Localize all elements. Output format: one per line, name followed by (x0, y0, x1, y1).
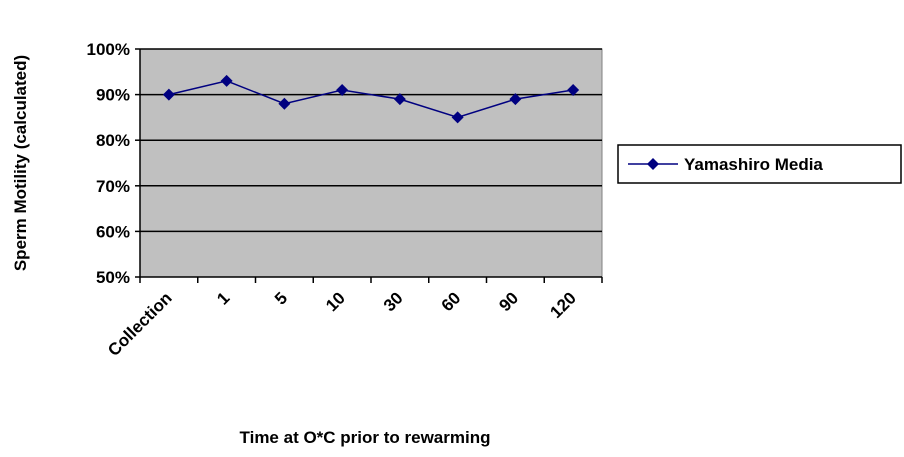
y-axis-title: Sperm Motility (calculated) (11, 55, 30, 271)
x-tick-label-5: 60 (438, 288, 465, 315)
data-point-0-0 (162, 88, 175, 101)
y-tick-label-100: 100% (87, 40, 130, 59)
y-tick-label-90: 90% (96, 86, 130, 105)
legend-label-yamashiro-media: Yamashiro Media (684, 155, 823, 174)
legend-diamond-marker-icon (647, 158, 659, 170)
data-point-0-1 (220, 74, 233, 87)
y-tick-label-50: 50% (96, 268, 130, 287)
y-tick-labels: 50% 60% 70% 80% 90% 100% (87, 40, 130, 287)
axes (135, 48, 603, 283)
data-point-0-4 (393, 93, 406, 106)
series-line-0 (168, 80, 574, 119)
x-tick-label-7: 120 (546, 288, 579, 321)
x-axis-title: Time at O*C prior to rewarming (240, 428, 491, 447)
data-point-0-2 (278, 97, 291, 110)
plot-area (139, 48, 603, 278)
data-point-0-5 (451, 111, 464, 124)
data-point-0-6 (509, 93, 522, 106)
x-tick-label-3: 10 (322, 288, 349, 315)
series-layer (162, 74, 580, 124)
x-tick-label-6: 90 (495, 288, 522, 315)
x-tick-label-2: 5 (271, 288, 291, 308)
data-point-0-3 (336, 84, 349, 97)
y-tick-label-80: 80% (96, 131, 130, 150)
x-tick-label-1: 1 (213, 288, 233, 308)
x-tick-labels: Collection 1 5 10 30 60 90 120 (104, 288, 580, 360)
data-point-0-7 (567, 84, 580, 97)
y-tick-label-70: 70% (96, 177, 130, 196)
legend: Yamashiro Media (617, 144, 902, 184)
x-tick-label-4: 30 (380, 288, 407, 315)
gridlines (140, 48, 602, 233)
y-tick-label-60: 60% (96, 222, 130, 241)
x-tick-label-0: Collection (104, 288, 176, 360)
